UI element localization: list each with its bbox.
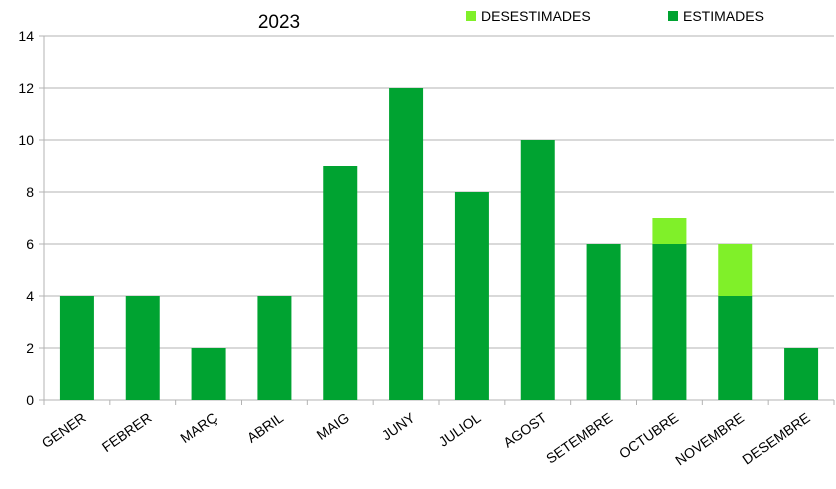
x-tick-label: MARÇ	[177, 409, 220, 446]
bar-estimades	[59, 296, 94, 400]
grid	[44, 35, 834, 401]
x-tick-label: AGOST	[500, 409, 550, 450]
x-tick-label: JULIOL	[436, 409, 484, 449]
bar-desestimades	[652, 218, 687, 244]
bar-estimades	[652, 244, 687, 400]
bar-estimades	[257, 296, 292, 400]
legend-swatch	[466, 11, 476, 21]
x-tick-label: SETEMBRE	[543, 409, 615, 466]
bar-estimades	[718, 296, 753, 400]
x-tick-label: DESEMBRE	[739, 409, 813, 467]
bar-estimades	[191, 348, 226, 400]
y-tick-label: 10	[18, 132, 34, 148]
x-tick-label: FEBRER	[99, 409, 155, 455]
legend-label: DESESTIMADES	[481, 8, 591, 24]
y-tick-label: 14	[18, 28, 34, 44]
bars	[59, 88, 819, 400]
chart-title: 2023	[258, 12, 300, 33]
y-tick-label: 2	[26, 340, 34, 356]
bar-estimades	[520, 140, 555, 400]
legend: DESESTIMADES ESTIMADES	[466, 8, 764, 24]
y-tick-label: 0	[26, 392, 34, 408]
x-tick-label: MAIG	[313, 409, 351, 443]
bar-desestimades	[718, 244, 753, 296]
bar-estimades	[323, 166, 358, 400]
bar-estimades	[454, 192, 489, 400]
axes: 0 2 4 6 8 10 12 14 GENER FEBRER MARÇ ABRIL MAIG JUNY J…	[18, 28, 835, 468]
bar-estimades	[784, 348, 819, 400]
legend-label: ESTIMADES	[683, 8, 764, 24]
x-tick-label: JUNY	[379, 409, 419, 443]
y-tick-label: 8	[26, 184, 34, 200]
legend-swatch	[668, 11, 678, 21]
y-tick-label: 12	[18, 80, 34, 96]
bar-estimades	[586, 244, 621, 400]
x-tick-label: GENER	[39, 409, 89, 451]
y-tick-label: 4	[26, 288, 34, 304]
x-tick-label: NOVEMBRE	[672, 409, 747, 468]
x-tick-label: OCTUBRE	[616, 409, 681, 461]
y-tick-label: 6	[26, 236, 34, 252]
bar-estimades	[389, 88, 424, 400]
bar-estimades	[125, 296, 160, 400]
x-tick-label: ABRIL	[244, 409, 286, 445]
